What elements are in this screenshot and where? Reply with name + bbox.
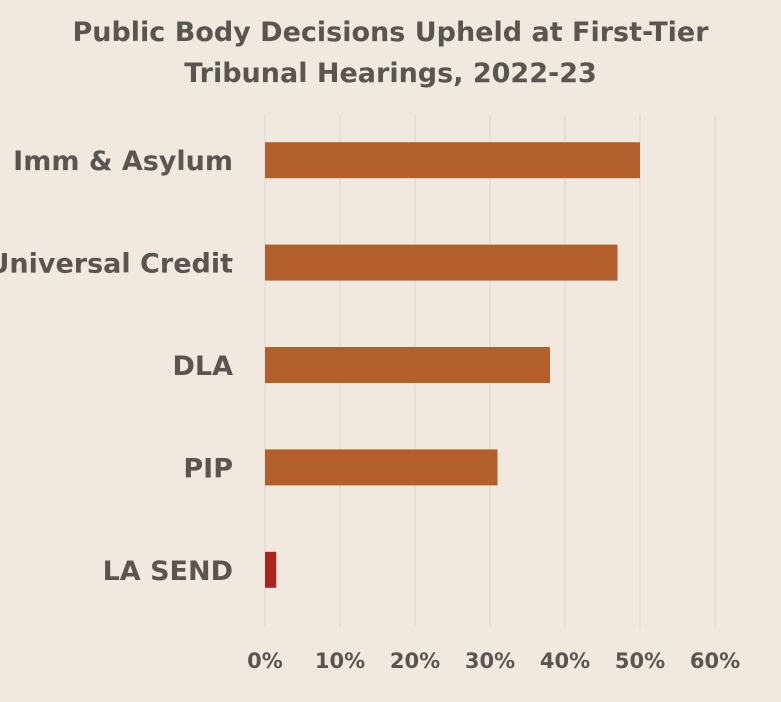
x-tick-label: 30%	[465, 649, 515, 673]
x-tick-label: 20%	[390, 649, 440, 673]
x-tick-label: 10%	[315, 649, 365, 673]
x-tick-label: 50%	[615, 649, 665, 673]
bar	[265, 142, 640, 179]
bar	[265, 449, 498, 486]
category-label: PIP	[183, 453, 233, 484]
chart-title-line-1: Public Body Decisions Upheld at First-Ti…	[72, 17, 709, 48]
category-label: DLA	[172, 351, 233, 382]
bar	[265, 347, 550, 383]
bar	[265, 551, 277, 588]
bar	[265, 244, 618, 281]
chart-title-line-2: Tribunal Hearings, 2022-23	[184, 58, 597, 89]
x-tick-label: 0%	[247, 649, 283, 673]
category-label: LA SEND	[103, 556, 233, 587]
x-tick-label: 60%	[690, 649, 740, 673]
x-tick-label: 40%	[540, 649, 590, 673]
chart-title: Public Body Decisions Upheld at First-Ti…	[0, 12, 781, 94]
category-label: Universal Credit	[0, 249, 233, 280]
category-label: Imm & Asylum	[13, 146, 233, 177]
